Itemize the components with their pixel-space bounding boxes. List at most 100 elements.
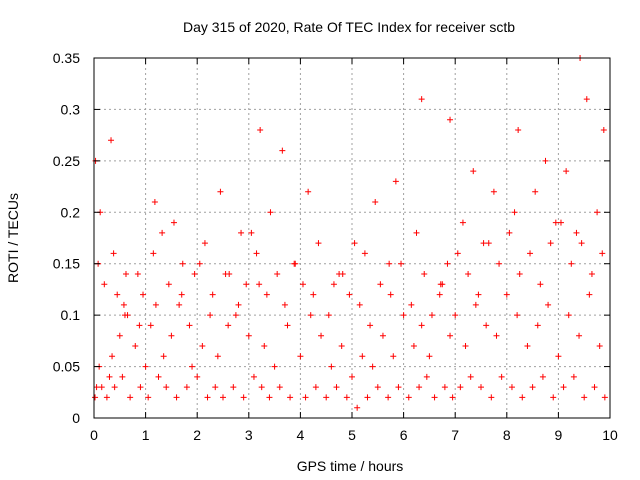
data-point (576, 332, 583, 339)
data-point (147, 322, 154, 329)
data-point (281, 301, 288, 308)
data-point (480, 240, 487, 247)
y-tick-label: 0.2 (61, 204, 81, 220)
x-tick-label: 4 (297, 427, 305, 443)
data-point (106, 373, 113, 380)
data-point (599, 250, 606, 257)
data-point (581, 394, 588, 401)
data-point (547, 240, 554, 247)
data-point (132, 343, 139, 349)
data-point (578, 240, 585, 247)
data-point (235, 301, 242, 308)
data-point (307, 312, 314, 319)
x-tick-label: 1 (142, 427, 150, 443)
data-point (142, 363, 149, 370)
data-point (151, 199, 158, 205)
y-axis-title: ROTI / TECUs (5, 193, 21, 283)
data-point (470, 168, 477, 175)
data-point (137, 384, 144, 391)
data-point (542, 157, 549, 164)
data-point (178, 291, 185, 298)
data-point (204, 394, 211, 401)
data-point (560, 384, 567, 391)
data-point (140, 291, 147, 298)
data-point (250, 373, 257, 380)
data-point (230, 384, 237, 391)
data-point (418, 96, 425, 103)
data-point (191, 271, 198, 277)
data-point (189, 363, 196, 370)
data-point (263, 291, 270, 298)
data-point (511, 209, 518, 216)
data-point (478, 384, 484, 391)
data-point (267, 209, 274, 216)
data-point (199, 343, 206, 349)
data-point (552, 219, 559, 226)
data-point (386, 260, 393, 267)
data-point (496, 260, 503, 267)
data-point (315, 240, 322, 247)
data-point (159, 229, 166, 236)
data-point (555, 353, 562, 360)
data-point (173, 394, 180, 401)
data-point (421, 271, 428, 277)
data-point (297, 353, 304, 360)
data-point (537, 281, 544, 288)
data-point (212, 384, 219, 391)
data-point (111, 384, 118, 391)
data-point (333, 384, 340, 391)
data-point (261, 343, 268, 349)
data-point (122, 271, 129, 277)
x-tick-label: 8 (503, 427, 511, 443)
data-point (136, 322, 143, 329)
data-point (508, 384, 515, 391)
data-point (457, 384, 464, 391)
data-point (413, 229, 420, 236)
data-point (310, 291, 317, 298)
axis-ticks: 0 1 2 3 4 5 6 7 8 9 10 0 0.05 0.1 0.15 0.2 0.25 0.3 0.35 (53, 50, 618, 443)
data-point (351, 240, 358, 247)
x-tick-label: 9 (555, 427, 563, 443)
data-point (318, 332, 325, 339)
data-point (110, 250, 117, 257)
data-point (387, 291, 394, 298)
data-point (179, 260, 186, 267)
data-point (98, 384, 105, 391)
data-point (568, 260, 575, 267)
data-point (447, 332, 454, 339)
data-point (534, 322, 541, 329)
data-point (392, 178, 399, 185)
data-point (416, 384, 423, 391)
data-point (339, 271, 346, 277)
data-point (408, 301, 415, 308)
data-point (279, 147, 286, 154)
data-point (160, 353, 167, 360)
data-point (305, 188, 312, 195)
data-point (527, 250, 534, 257)
data-point (516, 271, 523, 277)
data-point (145, 394, 152, 401)
data-point (444, 260, 451, 267)
data-point (101, 281, 108, 288)
data-point (356, 301, 363, 308)
data-point (405, 394, 412, 401)
data-point (532, 188, 539, 195)
y-tick-label: 0.3 (61, 101, 81, 117)
data-point (302, 394, 309, 401)
data-point (220, 394, 226, 401)
data-point (225, 322, 232, 329)
data-point (196, 260, 203, 267)
data-point (418, 322, 425, 329)
data-point (601, 394, 608, 401)
data-point (462, 343, 469, 349)
data-point (116, 332, 123, 339)
data-point (596, 343, 603, 349)
data-point (240, 394, 247, 401)
data-point (354, 404, 361, 411)
y-tick-label: 0.25 (53, 153, 80, 169)
data-point (186, 322, 193, 329)
data-point (209, 291, 216, 298)
data-point (423, 373, 430, 380)
data-point (557, 219, 564, 226)
